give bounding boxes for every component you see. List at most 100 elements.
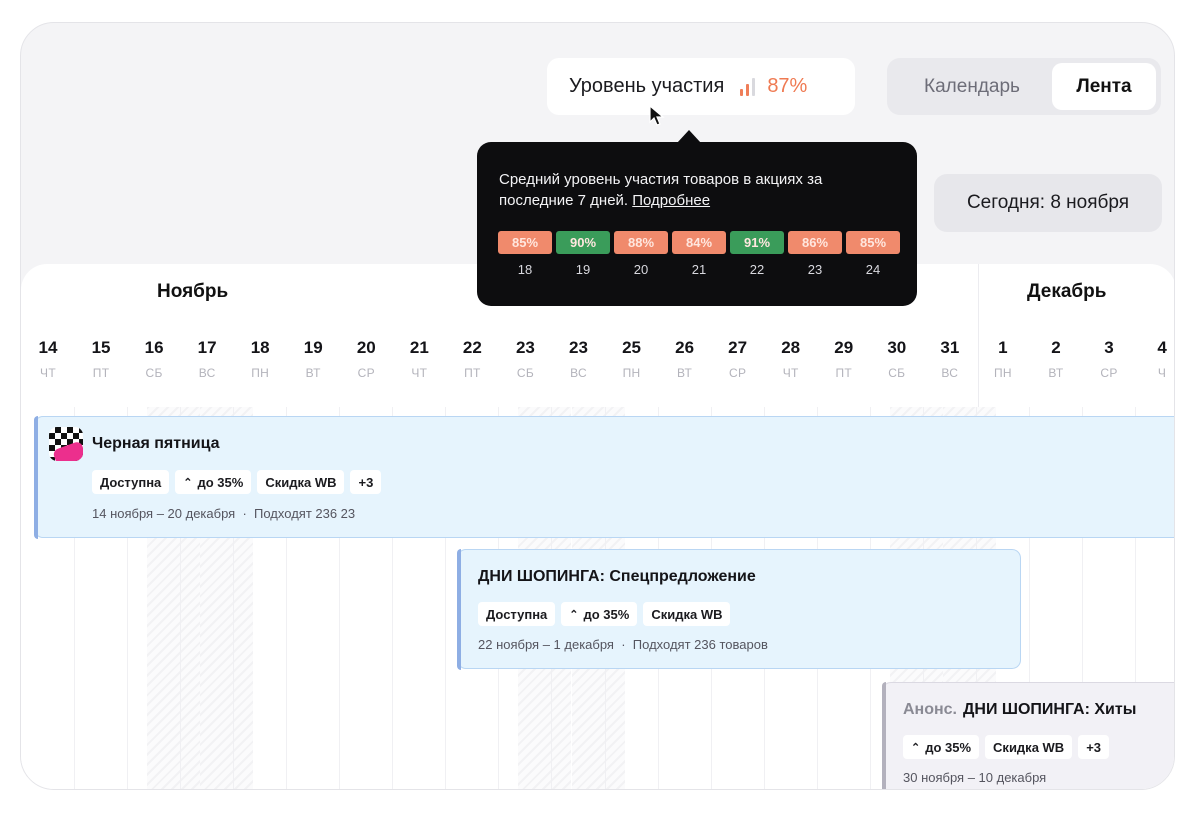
- weekday-label: ЧТ: [411, 366, 428, 380]
- day-header-row: 14 ЧТ 15 ПТ 16 СБ 17 ВС 18 ПН 19 ВТ 20 СР 21 ЧТ 22 ПТ 23 СБ…: [21, 338, 1174, 388]
- day-number: 15: [91, 338, 111, 357]
- weekday-label: СР: [729, 366, 747, 380]
- day-number: 17: [197, 338, 217, 357]
- event-card-shopping-days-hits[interactable]: Анонс. ДНИ ШОПИНГА: Хиты ⌃ до 35% Скидка W…: [881, 681, 1174, 789]
- participation-percent: 85%: [846, 231, 900, 254]
- participation-percent: 86%: [788, 231, 842, 254]
- participation-day: 21: [691, 262, 707, 277]
- announcement-prefix: Анонс.: [903, 701, 957, 718]
- tab-calendar[interactable]: Календарь: [924, 75, 1020, 97]
- event-card-shopping-days-special[interactable]: ДНИ ШОПИНГА: Спецпредложение Доступна ⌃ д…: [456, 548, 1021, 670]
- tag-discount: ⌃ до 35%: [903, 735, 980, 759]
- day-header: 29 ПТ: [824, 338, 864, 380]
- event-products: Подходят 236 23: [254, 506, 356, 521]
- weekday-label: ВС: [198, 366, 216, 380]
- today-button[interactable]: Сегодня: 8 ноября: [934, 174, 1162, 232]
- participation-day-cell: 85% 18: [498, 231, 552, 277]
- weekday-label: ПТ: [464, 366, 481, 380]
- weekday-label: ПН: [622, 366, 641, 380]
- double-chevron-up-icon: ⌃: [183, 476, 193, 489]
- tag-wb-discount: Скидка WB: [985, 735, 1073, 759]
- participation-percent: 84%: [672, 231, 726, 254]
- participation-day-cell: 84% 21: [672, 231, 726, 277]
- participation-day: 19: [575, 262, 591, 277]
- day-number: 19: [303, 338, 323, 357]
- tag-more[interactable]: +3: [1078, 735, 1110, 759]
- day-header: 15 ПТ: [81, 338, 121, 380]
- weekday-label: ПТ: [835, 366, 853, 380]
- tag-discount: ⌃ до 35%: [175, 470, 252, 494]
- day-header: 23 СБ: [505, 338, 545, 380]
- weekday-label: СБ: [145, 366, 163, 380]
- tag-discount: ⌃ до 35%: [561, 602, 638, 626]
- participation-day: 18: [517, 262, 533, 277]
- event-card-black-friday[interactable]: Черная пятница Доступна ⌃ до 35% Скидка W…: [33, 415, 1174, 539]
- weekday-label: ЧТ: [40, 366, 56, 380]
- weekday-label: Ч: [1157, 366, 1167, 380]
- day-number: 26: [675, 338, 695, 357]
- event-tags: Доступна ⌃ до 35% Скидка WB +3: [92, 470, 382, 494]
- participation-day-cell: 88% 20: [614, 231, 668, 277]
- event-meta: 14 ноября – 20 декабря · Подходят 236 23: [92, 506, 355, 521]
- day-number: 23: [569, 338, 588, 357]
- double-chevron-up-icon: ⌃: [911, 741, 921, 754]
- participation-day: 22: [749, 262, 765, 277]
- grid-line: [180, 407, 182, 789]
- double-chevron-up-icon: ⌃: [569, 608, 579, 621]
- day-header: 3 СР: [1089, 338, 1129, 380]
- tag-wb-discount: Скидка WB: [643, 602, 731, 626]
- view-toggle: Календарь Лента: [887, 58, 1161, 115]
- participation-percent: 88%: [614, 231, 668, 254]
- tooltip-text: Средний уровень участия товаров в акциях…: [499, 169, 899, 211]
- participation-day-cell: 90% 19: [556, 231, 610, 277]
- app-window: Уровень участия 87% Календарь Лента Сего…: [20, 22, 1175, 790]
- participation-day: 20: [633, 262, 649, 277]
- participation-value: 87%: [767, 75, 808, 97]
- day-number: 30: [887, 338, 907, 357]
- mouse-cursor-icon: [649, 105, 665, 126]
- event-title: ДНИ ШОПИНГА: Спецпредложение: [478, 568, 756, 585]
- weekday-label: СБ: [888, 366, 906, 380]
- day-header: 17 ВС: [187, 338, 227, 380]
- day-header: 22 ПТ: [452, 338, 492, 380]
- participation-label: Уровень участия: [569, 75, 725, 97]
- day-header: 2 ВТ: [1036, 338, 1076, 380]
- tab-feed[interactable]: Лента: [1052, 63, 1156, 110]
- day-number: 23: [515, 338, 535, 357]
- day-header: 14 ЧТ: [28, 338, 68, 380]
- day-number: 28: [781, 338, 801, 357]
- weekday-label: ВТ: [305, 366, 321, 380]
- daily-participation-cells: 85% 18 90% 19 88% 20 84% 21 91% 22 86% 23 85% 24: [498, 231, 900, 277]
- tag-wb-discount: Скидка WB: [257, 470, 345, 494]
- day-number: 29: [834, 338, 854, 357]
- grid-line: [233, 407, 235, 789]
- day-header: 18 ПН: [240, 338, 280, 380]
- event-products: Подходят 236 товаров: [632, 637, 768, 652]
- day-header: 26 ВТ: [665, 338, 705, 380]
- event-tags: Доступна ⌃ до 35% Скидка WB: [478, 602, 731, 626]
- day-number: 25: [622, 338, 641, 357]
- day-header: 20 СР: [346, 338, 386, 380]
- event-title: Черная пятница: [92, 435, 220, 452]
- day-number: 4: [1157, 338, 1167, 357]
- day-header: 21 ЧТ: [399, 338, 439, 380]
- participation-level-widget[interactable]: Уровень участия 87%: [547, 58, 855, 115]
- weekday-label: СР: [1100, 366, 1118, 380]
- tag-more[interactable]: +3: [350, 470, 382, 494]
- participation-day-cell: 91% 22: [730, 231, 784, 277]
- weekday-label: ПН: [251, 366, 270, 380]
- tag-discount-label: до 35%: [925, 739, 972, 755]
- event-title-text: ДНИ ШОПИНГА: Хиты: [963, 701, 1137, 718]
- details-link[interactable]: Подробнее: [632, 192, 711, 209]
- participation-day-cell: 85% 24: [846, 231, 900, 277]
- participation-day: 23: [807, 262, 823, 277]
- weekday-label: ЧТ: [782, 366, 799, 380]
- grid-line: [286, 407, 288, 789]
- grid-line: [1135, 407, 1136, 789]
- day-number: 21: [409, 338, 429, 357]
- participation-percent: 91%: [730, 231, 784, 254]
- event-dates: 22 ноября – 1 декабря: [478, 637, 614, 652]
- day-number: 3: [1104, 338, 1114, 357]
- day-header: 16 СБ: [134, 338, 174, 380]
- day-number: 2: [1051, 338, 1061, 357]
